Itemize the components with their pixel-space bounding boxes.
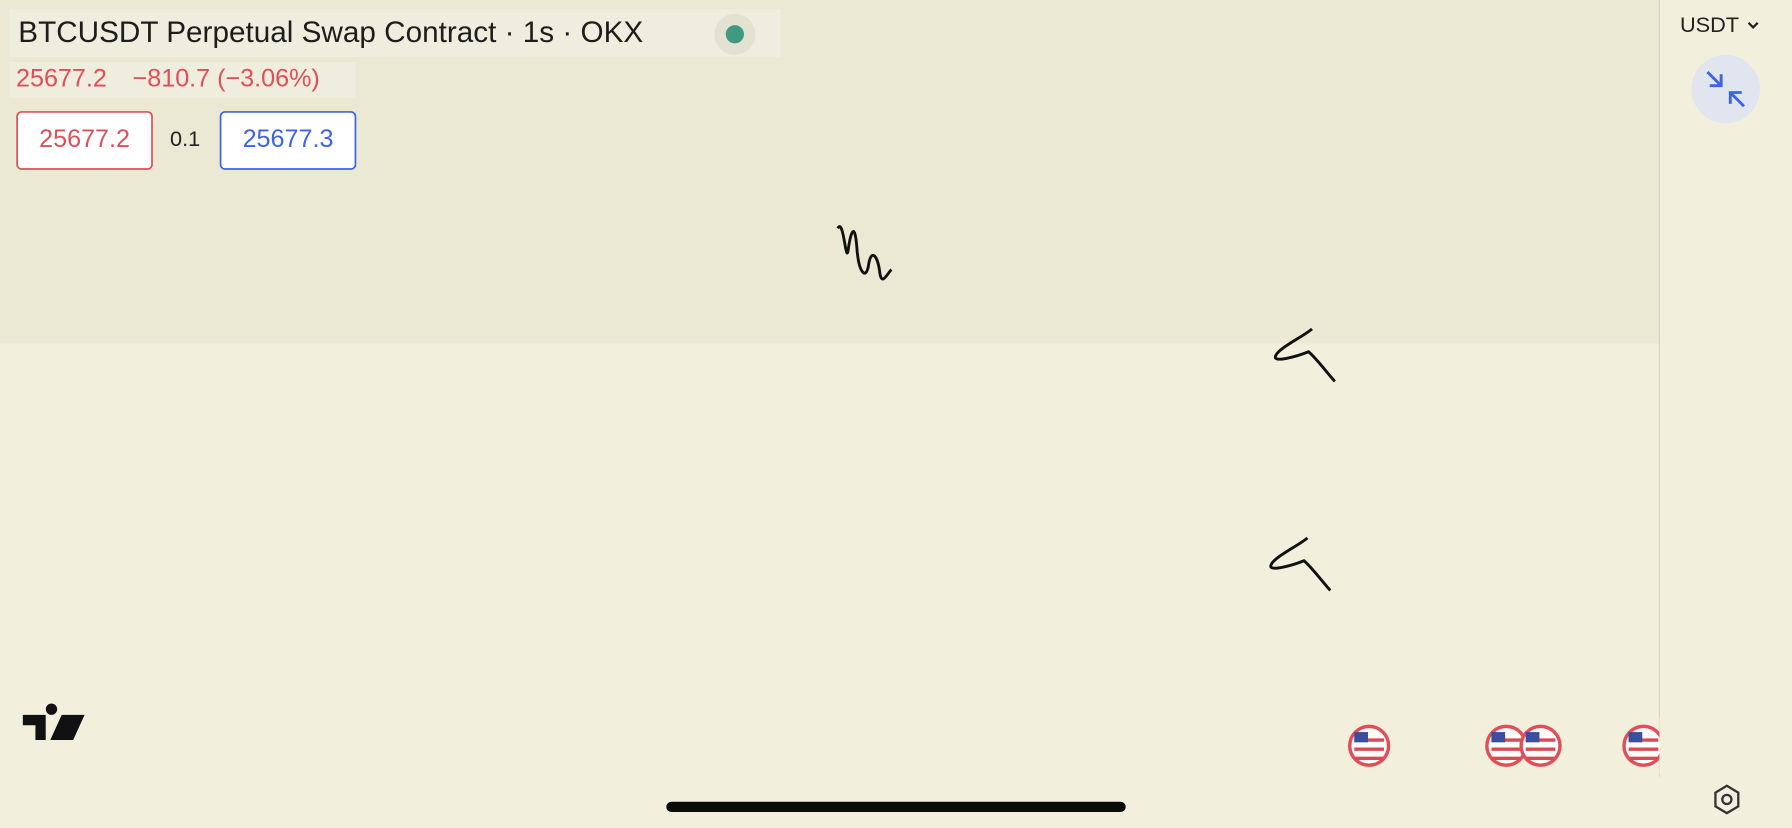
home-indicator (666, 801, 1126, 813)
collapse-icon (1706, 70, 1746, 108)
sell-button[interactable] (16, 111, 153, 170)
collapse-button[interactable] (1691, 54, 1760, 124)
settings-icon-center (1721, 793, 1733, 806)
sell-price: 25677.2 (39, 125, 130, 153)
logo[interactable] (22, 703, 85, 741)
event-flags (1348, 724, 1665, 767)
doodle (1269, 536, 1332, 592)
change: −810.7 (−3.06%) (133, 65, 320, 93)
buy-price: 25677.3 (243, 125, 334, 153)
axis-cover (1659, 717, 1792, 775)
spread: 0.1 (170, 126, 200, 151)
settings-icon[interactable] (1714, 784, 1740, 815)
doodle (1274, 327, 1336, 383)
quote-bg (9, 61, 356, 99)
status-dot (725, 25, 744, 44)
title-bg (9, 9, 781, 58)
last-price: 25677.2 (16, 65, 107, 93)
title: BTCUSDT Perpetual Swap Contract · 1s · O… (18, 16, 643, 49)
currency-chevron (1747, 22, 1759, 30)
upper-zone (0, 0, 1660, 344)
currency[interactable]: USDT (1680, 12, 1739, 37)
buy-button[interactable] (219, 111, 357, 170)
doodle (836, 225, 893, 281)
